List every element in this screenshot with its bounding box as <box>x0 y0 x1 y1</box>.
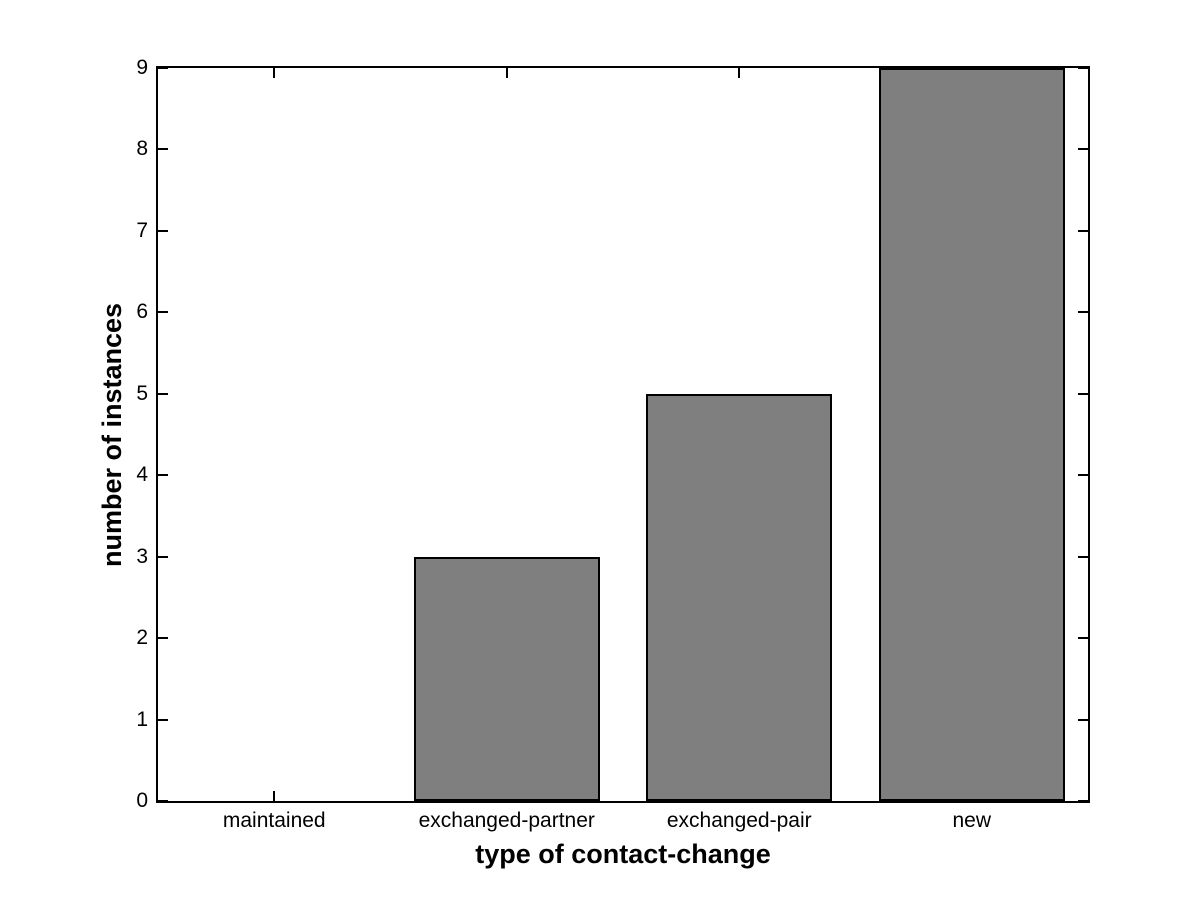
y-tick-right <box>1078 148 1088 151</box>
x-tick-label-exchanged-partner: exchanged-partner <box>418 809 595 832</box>
y-tick-right <box>1078 474 1088 477</box>
x-tick-label-exchanged-pair: exchanged-pair <box>666 809 812 832</box>
y-tick-left <box>158 148 168 151</box>
y-tick-label: 7 <box>136 218 148 242</box>
x-tick-top <box>273 68 276 78</box>
x-tick-top <box>738 68 741 78</box>
plot-area <box>156 66 1090 803</box>
y-tick-label: 3 <box>136 544 148 568</box>
y-tick-left <box>158 229 168 232</box>
y-tick-right <box>1078 555 1088 558</box>
x-tick-top <box>505 68 508 78</box>
y-tick-label: 8 <box>136 137 148 161</box>
y-tick-left <box>158 474 168 477</box>
y-tick-right <box>1078 311 1088 314</box>
y-tick-left <box>158 67 168 69</box>
y-tick-right <box>1078 229 1088 232</box>
y-tick-right <box>1078 718 1088 721</box>
x-axis-label: type of contact-change <box>475 839 771 869</box>
bar-new <box>878 68 1065 801</box>
y-tick-left <box>158 800 168 802</box>
y-tick-right <box>1078 800 1088 802</box>
y-tick-label: 6 <box>136 300 148 324</box>
x-tick-label-new: new <box>952 809 992 832</box>
y-tick-right <box>1078 67 1088 69</box>
y-tick-left <box>158 555 168 558</box>
y-axis-label: number of instances <box>97 302 127 568</box>
y-tick-left <box>158 392 168 395</box>
bar-exchanged-partner <box>413 556 600 801</box>
y-tick-left <box>158 718 168 721</box>
y-tick-left <box>158 311 168 314</box>
y-tick-label: 4 <box>136 463 148 487</box>
y-tick-left <box>158 637 168 640</box>
y-tick-right <box>1078 637 1088 640</box>
y-tick-label: 9 <box>136 56 148 79</box>
x-tick-label-maintained: maintained <box>222 809 326 832</box>
y-tick-label: 5 <box>136 381 148 405</box>
y-tick-label: 1 <box>136 707 148 731</box>
y-tick-label: 0 <box>136 789 148 812</box>
y-tick-label: 2 <box>136 626 148 650</box>
y-tick-right <box>1078 392 1088 395</box>
bar-exchanged-pair <box>646 393 833 801</box>
x-tick-bottom <box>273 791 276 801</box>
